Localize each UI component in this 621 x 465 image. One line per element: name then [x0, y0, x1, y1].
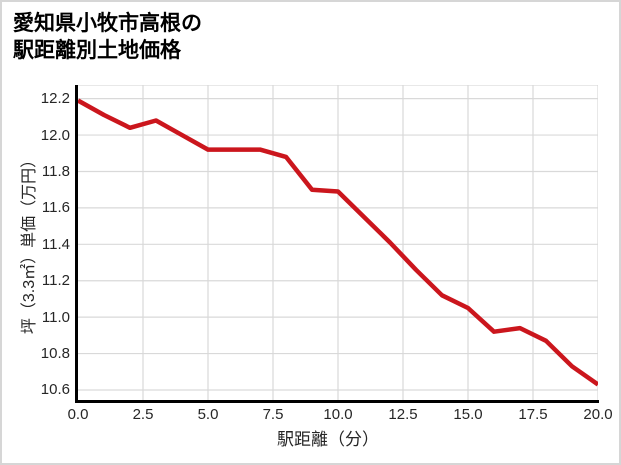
y-tick-label: 12.2: [40, 90, 70, 108]
x-tick-label: 15.0: [453, 406, 483, 423]
x-tick-label: 12.5: [388, 406, 418, 423]
chart-title: 愛知県小牧市高根の 駅距離別土地価格: [13, 12, 202, 62]
x-tick-label: 17.5: [518, 406, 548, 423]
x-tick-label: 20.0: [583, 406, 613, 423]
y-tick-label: 10.8: [40, 345, 70, 363]
y-tick-label: 11.8: [41, 162, 70, 180]
y-tick-label: 11.2: [41, 272, 70, 290]
y-tick-label: 11.4: [41, 235, 70, 253]
y-tick-label: 11.6: [41, 199, 70, 217]
x-tick-label: 0.0: [67, 406, 89, 423]
x-axis-spine: [75, 400, 599, 403]
x-tick-label: 2.5: [132, 406, 154, 423]
price-line-series: [78, 98, 598, 387]
x-axis-label: 駅距離（分）: [277, 430, 379, 449]
x-tick-label: 7.5: [262, 406, 284, 423]
chart-svg: [78, 85, 598, 400]
x-tick-label: 5.0: [197, 406, 219, 423]
x-tick-label: 10.0: [323, 406, 353, 423]
y-tick-label: 12.0: [40, 126, 70, 144]
y-axis-spine: [75, 85, 78, 403]
y-tick-label: 11.0: [41, 308, 70, 326]
y-tick-label: 10.6: [40, 381, 70, 399]
gridlines: [78, 85, 598, 400]
plot-area: [78, 85, 598, 400]
